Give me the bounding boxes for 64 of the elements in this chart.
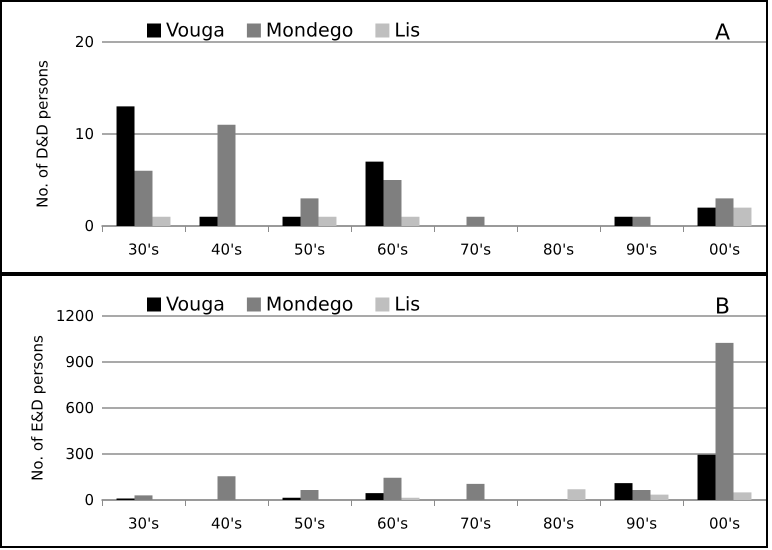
- bar: [218, 476, 236, 500]
- y-tick-label: 900: [65, 353, 94, 371]
- bar: [698, 208, 716, 226]
- x-tick-label: 00's: [708, 514, 740, 532]
- x-tick-label: 90's: [626, 240, 658, 258]
- y-tick-label: 1200: [56, 307, 94, 325]
- x-tick-label: 60's: [376, 514, 408, 532]
- legend-label: Mondego: [266, 20, 354, 42]
- bar: [366, 162, 384, 226]
- bar: [200, 216, 218, 226]
- bar: [366, 493, 384, 500]
- x-tick-label: 90's: [626, 514, 658, 532]
- x-tick-label: 50's: [294, 240, 326, 258]
- bar: [384, 478, 402, 500]
- bar: [384, 180, 402, 226]
- x-tick-label: 40's: [210, 514, 242, 532]
- bar: [733, 492, 752, 500]
- bar: [152, 216, 170, 226]
- bar: [716, 198, 734, 226]
- x-tick-label: 70's: [460, 240, 492, 258]
- bar: [632, 490, 650, 500]
- bar: [134, 170, 152, 226]
- bar: [300, 490, 318, 500]
- y-axis-title: No. of D&D persons: [34, 60, 52, 208]
- x-tick-label: 30's: [128, 240, 160, 258]
- x-tick-label: 30's: [128, 514, 160, 532]
- legend-label: Mondego: [266, 294, 354, 316]
- x-tick-label: 50's: [294, 514, 326, 532]
- y-tick-label: 0: [84, 217, 94, 235]
- bar: [733, 208, 752, 226]
- bar: [698, 454, 716, 500]
- y-tick-label: 20: [74, 33, 94, 51]
- x-tick-label: 70's: [460, 514, 492, 532]
- bar: [401, 216, 420, 226]
- bar: [282, 216, 301, 226]
- x-tick-label: 80's: [542, 240, 574, 258]
- x-tick-label: 60's: [376, 240, 408, 258]
- legend-label: Lis: [394, 294, 420, 316]
- legend-label: Vouga: [166, 294, 225, 316]
- y-axis-title: No. of E&D persons: [28, 335, 46, 481]
- x-tick-label: 40's: [210, 240, 242, 258]
- bar: [134, 495, 152, 500]
- bar: [318, 216, 336, 226]
- y-tick-label: 10: [74, 125, 94, 143]
- bar: [300, 198, 318, 226]
- y-tick-label: 0: [84, 491, 94, 509]
- bar: [632, 216, 650, 226]
- bar: [650, 494, 668, 500]
- legend-label: Vouga: [166, 20, 225, 42]
- bar: [466, 216, 484, 226]
- bar: [218, 124, 236, 226]
- bar: [614, 216, 633, 226]
- bar: [466, 484, 484, 500]
- y-tick-label: 300: [65, 445, 94, 463]
- bar: [614, 483, 633, 500]
- legend-label: Lis: [394, 20, 420, 42]
- x-tick-label: 80's: [542, 514, 574, 532]
- bar: [567, 489, 586, 500]
- y-tick-label: 600: [65, 399, 94, 417]
- annotation: A: [714, 20, 730, 46]
- bar: [716, 342, 734, 500]
- bar: [116, 106, 135, 226]
- annotation: B: [714, 294, 730, 320]
- x-tick-label: 00's: [708, 240, 740, 258]
